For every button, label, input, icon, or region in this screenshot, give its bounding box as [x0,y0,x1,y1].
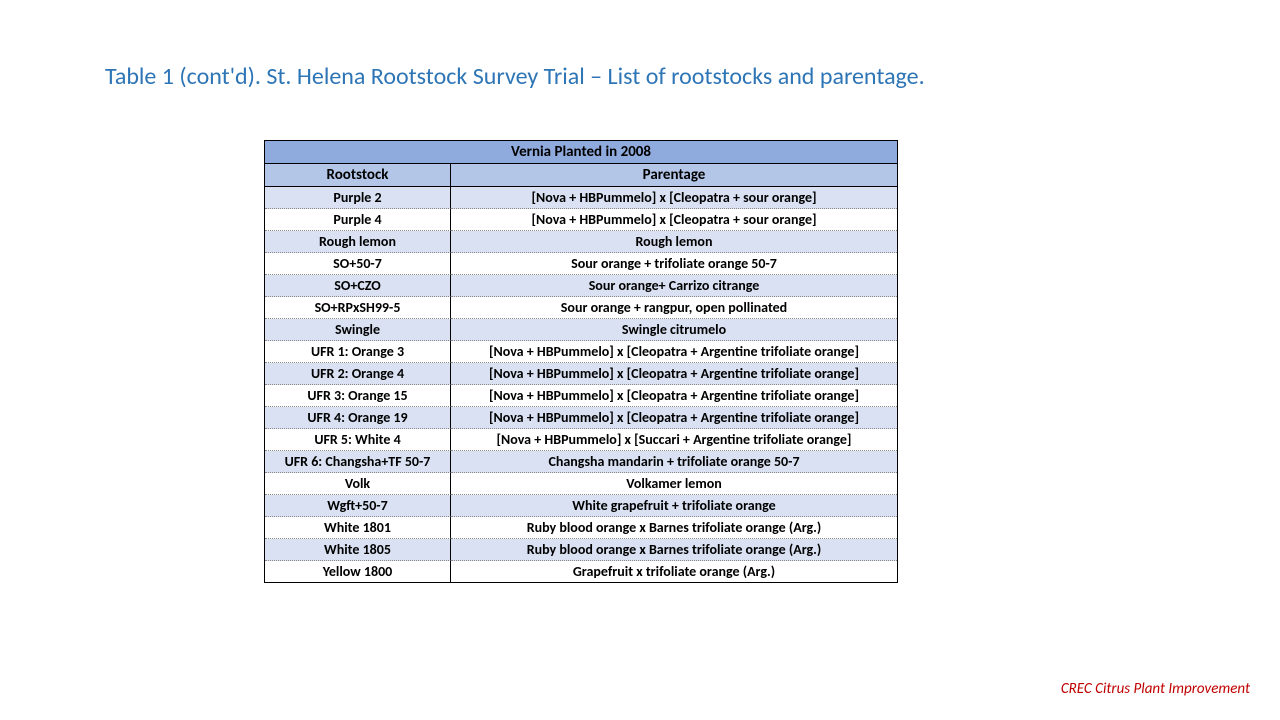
parentage-cell: Swingle citrumelo [451,319,897,341]
parentage-cell: [Nova + HBPummelo] x [Succari + Argentin… [451,429,897,451]
table-row: SwingleSwingle citrumelo [265,319,897,341]
table-row: UFR 3: Orange 15[Nova + HBPummelo] x [Cl… [265,385,897,407]
column-header-rootstock: Rootstock [265,164,451,186]
parentage-cell: [Nova + HBPummelo] x [Cleopatra + Argent… [451,341,897,363]
parentage-cell: Sour orange + trifoliate orange 50-7 [451,253,897,275]
parentage-cell: Changsha mandarin + trifoliate orange 50… [451,451,897,473]
table-row: UFR 2: Orange 4[Nova + HBPummelo] x [Cle… [265,363,897,385]
rootstock-cell: UFR 1: Orange 3 [265,341,451,363]
table-row: Rough lemonRough lemon [265,231,897,253]
parentage-cell: Sour orange + rangpur, open pollinated [451,297,897,319]
rootstock-table: Vernia Planted in 2008 Rootstock Parenta… [264,140,898,583]
parentage-cell: Grapefruit x trifoliate orange (Arg.) [451,561,897,582]
rootstock-cell: UFR 2: Orange 4 [265,363,451,385]
table-row: UFR 4: Orange 19[Nova + HBPummelo] x [Cl… [265,407,897,429]
rootstock-cell: UFR 4: Orange 19 [265,407,451,429]
parentage-cell: Ruby blood orange x Barnes trifoliate or… [451,517,897,539]
table-row: SO+50-7Sour orange + trifoliate orange 5… [265,253,897,275]
parentage-cell: [Nova + HBPummelo] x [Cleopatra + sour o… [451,187,897,209]
rootstock-cell: Volk [265,473,451,495]
table-row: Purple 4[Nova + HBPummelo] x [Cleopatra … [265,209,897,231]
rootstock-cell: UFR 3: Orange 15 [265,385,451,407]
table-row: UFR 1: Orange 3[Nova + HBPummelo] x [Cle… [265,341,897,363]
table-body: Purple 2[Nova + HBPummelo] x [Cleopatra … [265,187,897,582]
table-row: SO+CZOSour orange+ Carrizo citrange [265,275,897,297]
parentage-cell: Rough lemon [451,231,897,253]
table-row: UFR 6: Changsha+TF 50-7Changsha mandarin… [265,451,897,473]
column-header-parentage: Parentage [451,164,897,186]
parentage-cell: [Nova + HBPummelo] x [Cleopatra + Argent… [451,363,897,385]
table-row: Wgft+50-7White grapefruit + trifoliate o… [265,495,897,517]
table-row: UFR 5: White 4[Nova + HBPummelo] x [Succ… [265,429,897,451]
parentage-cell: [Nova + HBPummelo] x [Cleopatra + Argent… [451,385,897,407]
parentage-cell: [Nova + HBPummelo] x [Cleopatra + Argent… [451,407,897,429]
table-row: Purple 2[Nova + HBPummelo] x [Cleopatra … [265,187,897,209]
rootstock-cell: SO+50-7 [265,253,451,275]
table-row: VolkVolkamer lemon [265,473,897,495]
rootstock-cell: Swingle [265,319,451,341]
table-row: White 1805Ruby blood orange x Barnes tri… [265,539,897,561]
table-row: White 1801Ruby blood orange x Barnes tri… [265,517,897,539]
rootstock-cell: UFR 6: Changsha+TF 50-7 [265,451,451,473]
page-title: Table 1 (cont'd). St. Helena Rootstock S… [105,62,925,91]
rootstock-cell: Purple 2 [265,187,451,209]
table-row: SO+RPxSH99-5Sour orange + rangpur, open … [265,297,897,319]
rootstock-cell: Yellow 1800 [265,561,451,582]
rootstock-cell: Rough lemon [265,231,451,253]
parentage-cell: [Nova + HBPummelo] x [Cleopatra + sour o… [451,209,897,231]
table-caption: Vernia Planted in 2008 [265,141,897,164]
rootstock-cell: UFR 5: White 4 [265,429,451,451]
rootstock-cell: Wgft+50-7 [265,495,451,517]
rootstock-cell: SO+CZO [265,275,451,297]
footer-credit: CREC Citrus Plant Improvement [1061,680,1250,698]
parentage-cell: Sour orange+ Carrizo citrange [451,275,897,297]
rootstock-cell: Purple 4 [265,209,451,231]
table-header-row: Rootstock Parentage [265,164,897,187]
table-row: Yellow 1800Grapefruit x trifoliate orang… [265,561,897,582]
parentage-cell: White grapefruit + trifoliate orange [451,495,897,517]
rootstock-cell: White 1801 [265,517,451,539]
parentage-cell: Ruby blood orange x Barnes trifoliate or… [451,539,897,561]
rootstock-cell: White 1805 [265,539,451,561]
parentage-cell: Volkamer lemon [451,473,897,495]
rootstock-cell: SO+RPxSH99-5 [265,297,451,319]
